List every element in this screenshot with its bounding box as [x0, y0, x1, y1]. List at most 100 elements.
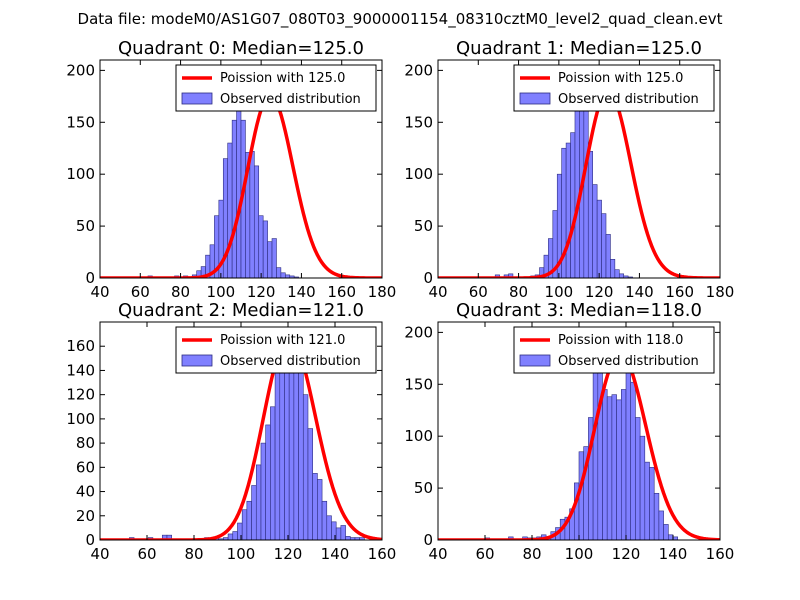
histogram-bar [627, 276, 633, 278]
y-tick-label: 200 [404, 323, 433, 341]
histogram-bar [307, 428, 313, 540]
histogram-bar [508, 273, 514, 278]
histogram-bar [644, 461, 650, 540]
x-tick-label: 80 [509, 283, 528, 301]
histogram-bars [477, 80, 633, 278]
histogram-bar [625, 347, 631, 540]
histogram-bar [667, 534, 674, 540]
figure-suptitle: Data file: modeM0/AS1G07_080T03_90000011… [78, 10, 723, 29]
histogram-bar [663, 524, 669, 540]
y-tick-label: 150 [404, 375, 433, 393]
x-tick-label: 40 [428, 545, 447, 563]
histogram-bar [345, 536, 351, 540]
x-tick-label: 140 [287, 283, 316, 301]
subplot-title: Quadrant 0: Median=125.0 [118, 38, 364, 59]
histogram-bar [249, 151, 255, 278]
histogram-bar [298, 351, 304, 540]
histogram-bar [253, 165, 260, 278]
x-tick-label: 160 [327, 283, 356, 301]
y-tick-label: 150 [66, 113, 95, 131]
histogram-bar [606, 396, 613, 540]
subplot-title: Quadrant 3: Median=118.0 [456, 300, 702, 321]
y-tick-label: 0 [423, 269, 433, 287]
x-tick-label: 100 [545, 283, 574, 301]
histogram-bar [587, 151, 593, 278]
histogram-bars [129, 90, 299, 278]
x-tick-label: 60 [469, 283, 488, 301]
histogram-bar [592, 184, 598, 278]
y-tick-label: 100 [66, 410, 95, 428]
histogram-bar [284, 370, 290, 540]
histogram-bar [574, 106, 580, 278]
x-tick-label: 40 [428, 283, 447, 301]
histogram-bar [258, 215, 264, 278]
y-tick-label: 50 [414, 479, 433, 497]
histogram-bar [565, 142, 571, 278]
poisson-curve [100, 334, 382, 540]
y-tick-label: 140 [66, 361, 95, 379]
histogram-bar [267, 241, 273, 278]
x-tick-label: 40 [90, 545, 109, 563]
y-tick-label: 150 [404, 113, 433, 131]
histogram-bar [231, 119, 237, 278]
y-tick-label: 80 [76, 434, 95, 452]
y-tick-label: 40 [76, 483, 95, 501]
x-tick-label: 120 [612, 545, 641, 563]
histogram-bar [611, 394, 617, 540]
histogram-bar [326, 515, 332, 540]
x-tick-label: 80 [171, 283, 190, 301]
legend-bar-swatch [181, 354, 213, 367]
legend-label-observed: Observed distribution [220, 92, 361, 107]
legend-label-observed: Observed distribution [220, 354, 361, 369]
axes-frame [437, 59, 721, 279]
histogram-bar [639, 435, 646, 540]
histogram-bar [260, 442, 266, 540]
histogram-bar [583, 85, 589, 278]
y-tick-label: 20 [76, 507, 95, 525]
histogram-bar [227, 142, 233, 278]
y-tick-label: 50 [414, 217, 433, 235]
histogram-bar [317, 479, 323, 540]
histogram-bar [596, 199, 602, 278]
legend-label-poisson: Poission with 118.0 [558, 333, 683, 348]
histogram-bar [265, 424, 271, 540]
x-tick-label: 120 [274, 545, 303, 563]
histogram-bar [166, 534, 172, 540]
legend-bar-swatch [519, 92, 551, 105]
x-tick-label: 60 [131, 283, 150, 301]
histogram-bar [276, 267, 282, 278]
legend: Poission with 118.0 Observed distribution [513, 326, 715, 374]
histogram-bar [270, 406, 276, 540]
y-tick-label: 160 [66, 337, 95, 355]
subplot-quadrant-1: Quadrant 1: Median=125.0 40 60 80 100 120 140 1… [404, 38, 734, 301]
histogram-bar [312, 473, 318, 540]
subplot-quadrant-2: Quadrant 2: Median=121.0 40 60 80 100 120 140 1… [66, 300, 396, 563]
x-tick-label: 60 [475, 545, 494, 563]
histogram-bar [251, 485, 257, 540]
legend-label-observed: Observed distribution [558, 92, 699, 107]
histogram-bar [271, 238, 277, 278]
histogram-bar [653, 492, 660, 540]
x-tick-label: 180 [706, 283, 735, 301]
histogram-bar [227, 533, 234, 540]
histogram-bar [635, 417, 641, 540]
histogram-bar [246, 500, 252, 540]
poisson-curve [438, 351, 720, 540]
histogram-bar [236, 90, 242, 278]
x-tick-label: 180 [368, 283, 397, 301]
x-tick-label: 160 [368, 545, 397, 563]
x-tick-label: 160 [665, 283, 694, 301]
x-tick-label: 80 [522, 545, 541, 563]
legend-label-poisson: Poission with 125.0 [220, 71, 345, 86]
subplot-quadrant-0: Quadrant 0: Median=125.0 40 60 80 100 120 140 1… [66, 38, 396, 301]
axes-frame [99, 59, 383, 279]
y-tick-label: 100 [66, 165, 95, 183]
histogram-bar [610, 259, 616, 278]
x-tick-label: 140 [625, 283, 654, 301]
histogram-bar [658, 510, 664, 540]
y-tick-label: 50 [76, 217, 95, 235]
poisson-curve [100, 93, 382, 278]
legend-frame [513, 64, 715, 112]
histogram-bar [262, 220, 268, 278]
